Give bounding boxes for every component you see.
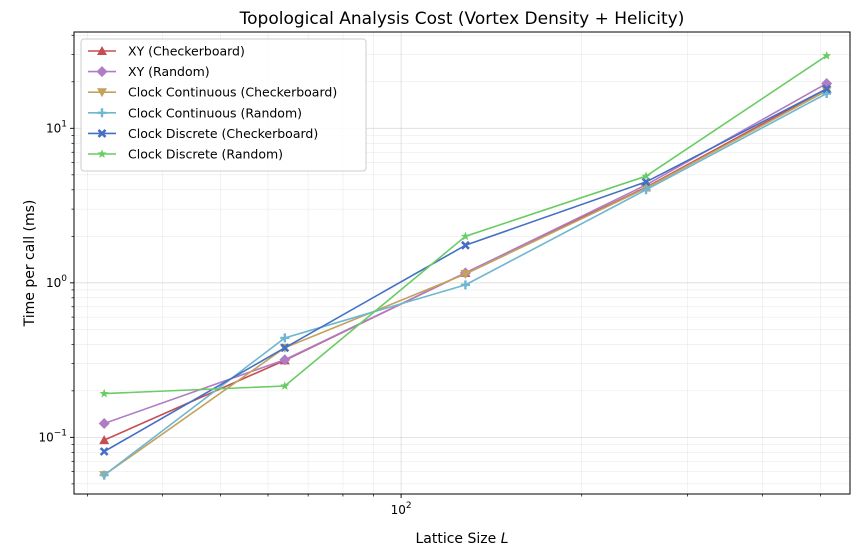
data-point [641,185,651,195]
legend-label: Clock Discrete (Random) [128,147,283,162]
x-tick-label-base: 10 [391,503,406,517]
legend-item: Clock Discrete (Random) [88,147,283,162]
legend-marker [97,108,107,118]
data-point [279,354,291,366]
data-point [99,447,109,456]
data-point [460,280,470,290]
data-point [280,381,290,390]
series-4 [99,88,832,480]
y-tick-label-exponent: −1 [54,428,67,438]
legend-marker [96,66,108,78]
y-tick-label: 10−1 [38,428,67,444]
y-axis-label: Time per call (ms) [22,200,38,328]
y-tick-label-exponent: 0 [61,274,67,284]
legend-marker [97,46,107,55]
data-point [460,270,471,280]
legend-frame [80,38,367,172]
data-point [99,470,109,480]
x-axis-label-text: Lattice Size [415,531,500,547]
legend-marker [97,128,107,138]
legend-items: XY (Checkerboard) XY (Random) Clock Contin… [88,44,337,162]
series-layer [98,50,833,481]
x-tick-label-exponent: 2 [406,501,412,511]
legend-marker [97,88,107,98]
data-point [280,333,290,343]
x-tick-label: 102 [391,501,412,517]
legend-item: Clock Discrete (Checkerboard) [88,126,318,141]
legend-label: Clock Continuous (Checkerboard) [128,85,337,100]
data-point [99,435,110,445]
data-point [460,240,470,250]
data-point [99,388,109,398]
y-tick-label-base: 10 [46,276,61,290]
legend-item: Clock Continuous (Random) [88,105,302,120]
legend-item: XY (Random) [88,64,210,79]
data-point [460,231,470,241]
legend-item: Clock Continuous (Checkerboard) [88,85,337,100]
data-point [280,343,290,353]
legend: XY (Checkerboard) XY (Random) Clock Contin… [80,38,367,172]
y-tick-label-exponent: 1 [61,119,67,129]
chart-title: Topological Analysis Cost (Vortex Densit… [239,9,685,29]
x-axis-label-variable: L [501,531,509,547]
series-6 [99,50,832,398]
y-tick-label: 101 [46,119,67,135]
data-point [822,84,832,94]
plot-frame [73,31,851,495]
legend-label: XY (Random) [128,64,210,79]
data-point [822,50,832,60]
legend-label: Clock Discrete (Checkerboard) [128,126,318,141]
x-axis-label: Lattice Size L [415,531,508,547]
y-tick-label-base: 10 [46,121,61,135]
y-tick-label-base: 10 [38,430,53,444]
data-point [641,171,651,181]
legend-marker [97,149,107,158]
legend-label: Clock Continuous (Random) [128,105,302,120]
legend-label: XY (Checkerboard) [128,44,245,59]
legend-item: XY (Checkerboard) [88,44,245,59]
y-tick-label: 100 [46,274,67,290]
data-point [98,417,110,429]
